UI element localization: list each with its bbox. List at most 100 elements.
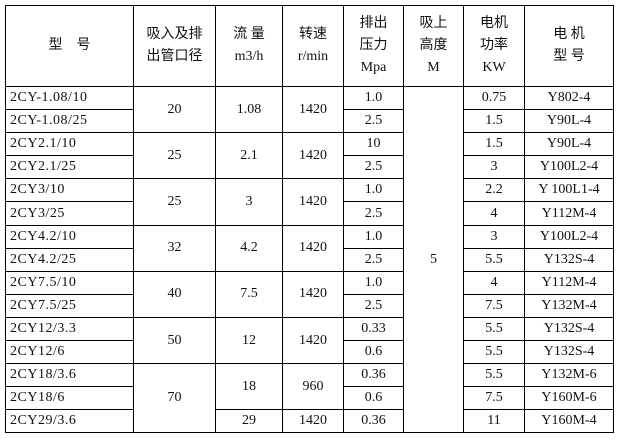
cell-pressure: 10 bbox=[343, 132, 404, 157]
cell-model: 2CY-1.08/10 bbox=[5, 85, 134, 111]
cell-flow: 2.1 bbox=[215, 132, 283, 180]
table-row: 2CY-1.08/10 20 1.08 1420 1.0 5 0.75 Y802-4 bbox=[5, 85, 614, 434]
cell-suction-height: 5 bbox=[403, 85, 464, 434]
cell-pressure: 1.0 bbox=[343, 270, 404, 295]
header-suction-height: 吸上高度 M bbox=[403, 5, 464, 87]
header-line: KW bbox=[482, 60, 506, 75]
cell-diameter: 32 bbox=[133, 224, 216, 272]
cell-model: 2CY7.5/25 bbox=[5, 293, 134, 318]
cell-motor-model: Y132M-6 bbox=[524, 363, 614, 388]
header-line: 排出 bbox=[359, 16, 388, 31]
cell-motor-model: Y112M-4 bbox=[524, 270, 614, 295]
cell-motor-model: Y132S-4 bbox=[524, 316, 614, 342]
cell-power: 5.5 bbox=[463, 340, 525, 365]
cell-diameter: 25 bbox=[133, 132, 216, 180]
table-row: 2CY-1.08/25 2.5 1.5 Y90L-4 bbox=[5, 109, 614, 134]
cell-flow: 4.2 bbox=[215, 224, 283, 272]
cell-power: 1.5 bbox=[463, 132, 525, 157]
cell-model: 2CY-1.08/25 bbox=[5, 109, 134, 134]
table-row: 2CY2.1/10 25 2.1 1420 10 1.5 Y90L-4 bbox=[5, 132, 614, 180]
cell-pressure: 2.5 bbox=[343, 109, 404, 134]
cell-flow: 18 bbox=[215, 363, 283, 411]
cell-power: 5.5 bbox=[463, 363, 525, 388]
cell-motor-model: Y132S-4 bbox=[524, 340, 614, 365]
table-row: 2CY12/6 0.6 5.5 Y132S-4 bbox=[5, 340, 614, 365]
table-row: 2CY7.5/25 2.5 7.5 Y132M-4 bbox=[5, 293, 614, 318]
header-motor-model: 电 机型 号 bbox=[524, 5, 614, 87]
cell-pressure: 2.5 bbox=[343, 247, 404, 272]
header-line: 吸入及排 bbox=[146, 27, 203, 42]
cell-motor-model: Y90L-4 bbox=[524, 132, 614, 157]
table-row: 2CY2.1/25 2.5 3 Y100L2-4 bbox=[5, 155, 614, 180]
header-model: 型 号 bbox=[5, 5, 134, 87]
table-row: 2CY18/3.6 70 18 960 0.36 5.5 Y132M-6 bbox=[5, 363, 614, 434]
cell-flow: 29 bbox=[215, 409, 283, 434]
table-row: 2CY3/25 2.5 4 Y112M-4 bbox=[5, 201, 614, 226]
cell-motor-model: Y90L-4 bbox=[524, 109, 614, 134]
header-line: 型 号 bbox=[553, 49, 585, 64]
cell-model: 2CY4.2/25 bbox=[5, 247, 134, 272]
cell-pressure: 1.0 bbox=[343, 224, 404, 249]
cell-speed: 960 bbox=[282, 363, 344, 411]
header-line: m3/h bbox=[234, 49, 264, 64]
cell-motor-model: Y160M-6 bbox=[524, 386, 614, 411]
header-line: 吸上 bbox=[419, 16, 448, 31]
cell-pressure: 1.0 bbox=[343, 178, 404, 203]
cell-power: 1.5 bbox=[463, 109, 525, 134]
cell-power: 2.2 bbox=[463, 178, 525, 203]
header-line: M bbox=[427, 60, 440, 75]
cell-diameter: 20 bbox=[133, 85, 216, 134]
cell-model: 2CY12/6 bbox=[5, 340, 134, 365]
cell-model: 2CY18/3.6 bbox=[5, 363, 134, 388]
header-line: 出管口径 bbox=[146, 49, 203, 64]
header-line: 型 号 bbox=[48, 38, 91, 53]
cell-diameter: 40 bbox=[133, 270, 216, 318]
header-line: r/min bbox=[297, 49, 329, 64]
cell-speed: 1420 bbox=[282, 224, 344, 272]
header-line: 流 量 bbox=[233, 27, 265, 42]
cell-motor-model: Y100L2-4 bbox=[524, 224, 614, 249]
pump-spec-table: 型 号 吸入及排 出管口径 流 量 m3/h 转速 r/min 排出 压力 Mpa 吸上 高度 M 电机功… bbox=[5, 5, 614, 434]
header-line: 功率 bbox=[480, 38, 508, 53]
cell-motor-model: Y112M-4 bbox=[524, 201, 614, 226]
cell-power: 4 bbox=[463, 270, 525, 295]
cell-speed: 1420 bbox=[282, 132, 344, 180]
cell-flow: 3 bbox=[215, 178, 283, 226]
cell-power: 11 bbox=[463, 409, 525, 434]
table-row: 2CY7.5/10 40 7.5 1420 1.0 4 Y112M-4 bbox=[5, 270, 614, 318]
cell-model: 2CY18/6 bbox=[5, 386, 134, 411]
cell-motor-model: Y160M-4 bbox=[524, 409, 614, 434]
cell-motor-model: Y132M-4 bbox=[524, 293, 614, 318]
cell-motor-model: Y100L2-4 bbox=[524, 155, 614, 180]
cell-diameter: 70 bbox=[133, 363, 216, 434]
header-line: 高度 bbox=[419, 38, 448, 53]
cell-diameter: 50 bbox=[133, 316, 216, 365]
header-pressure: 排出 压力 Mpa bbox=[343, 5, 404, 87]
cell-power: 3 bbox=[463, 155, 525, 180]
cell-speed: 1420 bbox=[282, 316, 344, 365]
header-line: 电机 bbox=[480, 16, 508, 31]
cell-flow: 1.08 bbox=[215, 85, 283, 134]
cell-power: 0.75 bbox=[463, 85, 525, 111]
header-row: 型 号 吸入及排 出管口径 流 量 m3/h 转速 r/min 排出 压力 Mpa 吸上 高度 M 电机功… bbox=[5, 5, 614, 87]
table-row: 2CY4.2/10 32 4.2 1420 1.0 3 Y100L2-4 bbox=[5, 224, 614, 272]
cell-power: 4 bbox=[463, 201, 525, 226]
cell-pressure: 2.5 bbox=[343, 201, 404, 226]
cell-power: 7.5 bbox=[463, 386, 525, 411]
cell-speed: 1420 bbox=[282, 409, 344, 434]
cell-model: 2CY3/25 bbox=[5, 201, 134, 226]
header-flow: 流 量 m3/h bbox=[215, 5, 283, 87]
cell-pressure: 2.5 bbox=[343, 155, 404, 180]
cell-model: 2CY12/3.3 bbox=[5, 316, 134, 342]
cell-pressure: 0.6 bbox=[343, 340, 404, 365]
cell-speed: 1420 bbox=[282, 270, 344, 318]
header-diameter: 吸入及排 出管口径 bbox=[133, 5, 216, 87]
cell-model: 2CY4.2/10 bbox=[5, 224, 134, 249]
cell-speed: 1420 bbox=[282, 178, 344, 226]
cell-pressure: 1.0 bbox=[343, 85, 404, 111]
cell-flow: 12 bbox=[215, 316, 283, 365]
table-row: 2CY12/3.3 50 12 1420 0.33 5.5 Y132S-4 bbox=[5, 316, 614, 365]
cell-pressure: 2.5 bbox=[343, 293, 404, 318]
table-row: 2CY3/10 25 3 1420 1.0 2.2 Y 100L1-4 bbox=[5, 178, 614, 226]
cell-model: 2CY7.5/10 bbox=[5, 270, 134, 295]
